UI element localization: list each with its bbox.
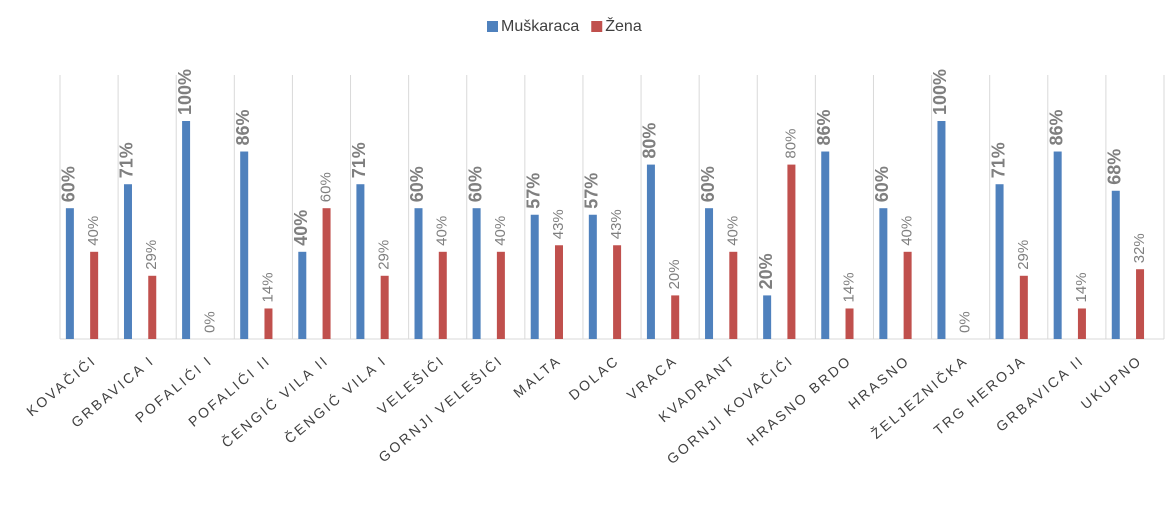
data-label: 71% <box>117 142 137 178</box>
data-label: 71% <box>349 142 369 178</box>
data-label: 60% <box>407 166 427 202</box>
data-label: 60% <box>59 166 79 202</box>
legend-swatch <box>591 21 603 32</box>
x-tick-label: ČENGIĆ VILA I <box>281 352 389 447</box>
data-label: 100% <box>175 69 195 115</box>
data-label: 80% <box>640 123 660 159</box>
data-label: 100% <box>930 69 950 115</box>
data-label: 86% <box>814 109 834 145</box>
data-label: 60% <box>465 166 485 202</box>
data-label: 32% <box>1131 233 1148 263</box>
data-label: 20% <box>666 259 683 289</box>
bar <box>264 308 273 339</box>
x-tick-label: ČENGIĆ VILA II <box>218 352 331 451</box>
bar <box>1077 308 1086 339</box>
data-label: 40% <box>724 216 741 246</box>
x-tick-label: MALTA <box>510 352 564 401</box>
bar <box>613 245 622 339</box>
bar <box>763 295 772 339</box>
bar <box>646 164 655 339</box>
data-label: 57% <box>582 173 602 209</box>
data-label: 86% <box>233 109 253 145</box>
bar <box>588 214 597 339</box>
data-label: 86% <box>1046 109 1066 145</box>
bar <box>1136 269 1145 339</box>
bar <box>298 251 307 339</box>
bar <box>240 151 249 339</box>
bar <box>148 275 157 339</box>
bar <box>995 184 1004 339</box>
data-label: 14% <box>1073 272 1090 302</box>
bar <box>845 308 854 339</box>
data-label: 0% <box>957 311 974 333</box>
bar <box>123 184 132 339</box>
bar <box>1053 151 1062 339</box>
bar <box>937 121 946 339</box>
bar <box>729 251 738 339</box>
bar <box>1019 275 1028 339</box>
data-label: 29% <box>1015 240 1032 270</box>
bar <box>705 208 714 339</box>
data-label: 14% <box>840 272 857 302</box>
legend-label: Muškaraca <box>501 18 579 35</box>
x-tick-label: VRACA <box>624 352 681 403</box>
data-label: 57% <box>523 173 543 209</box>
bar <box>472 208 481 339</box>
legend-label: Žena <box>605 16 642 35</box>
data-label: 20% <box>756 253 776 289</box>
bar <box>821 151 830 339</box>
data-label: 40% <box>492 216 509 246</box>
bar <box>530 214 539 339</box>
bar <box>380 275 389 339</box>
bar <box>1111 190 1120 339</box>
x-tick-label: UKUPNO <box>1078 352 1146 412</box>
bar <box>182 121 191 339</box>
bar <box>322 208 331 339</box>
data-label: 60% <box>872 166 892 202</box>
bar <box>356 184 365 339</box>
data-label: 40% <box>85 216 102 246</box>
data-label: 71% <box>988 142 1008 178</box>
data-label: 43% <box>550 209 567 239</box>
bar <box>414 208 423 339</box>
data-label: 40% <box>434 216 451 246</box>
x-tick-label: HRASNO BRDO <box>744 352 855 449</box>
bar <box>90 251 99 339</box>
bar <box>65 208 74 339</box>
data-label: 29% <box>376 240 393 270</box>
data-label: 60% <box>318 172 335 202</box>
bar <box>903 251 912 339</box>
data-label: 29% <box>143 240 160 270</box>
bar <box>496 251 505 339</box>
data-label: 60% <box>698 166 718 202</box>
bar <box>554 245 563 339</box>
data-label: 14% <box>259 272 276 302</box>
x-tick-label: DOLAC <box>565 352 622 403</box>
data-label: 40% <box>899 216 916 246</box>
data-label: 0% <box>201 311 218 333</box>
data-label: 43% <box>608 209 625 239</box>
x-tick-label: ŽELJEZNIČKA <box>868 352 971 442</box>
legend-swatch <box>487 21 498 32</box>
bar <box>671 295 680 339</box>
bar <box>438 251 447 339</box>
data-label: 68% <box>1105 149 1125 185</box>
data-label: 40% <box>291 210 311 246</box>
bar <box>787 164 796 339</box>
data-label: 80% <box>782 129 799 159</box>
bar <box>879 208 888 339</box>
